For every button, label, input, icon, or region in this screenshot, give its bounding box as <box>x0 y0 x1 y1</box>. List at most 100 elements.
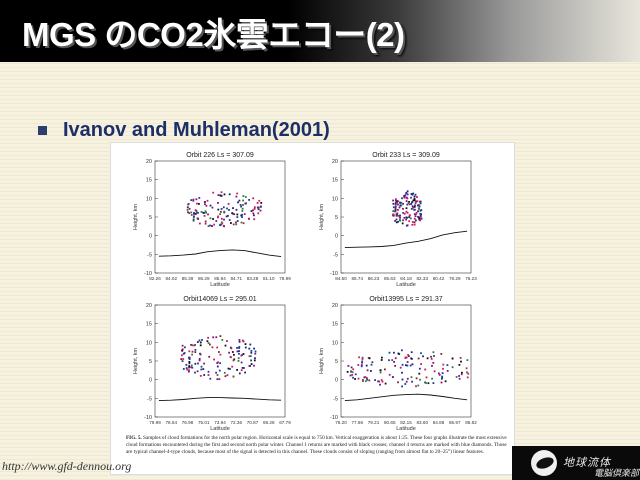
cloud-point <box>200 211 203 213</box>
cloud-point <box>397 381 399 384</box>
cloud-point <box>402 219 404 222</box>
cloud-point <box>180 358 183 360</box>
cloud-point <box>441 372 444 374</box>
cloud-point <box>405 210 408 213</box>
cloud-point <box>186 206 189 209</box>
x-tick-label: 82.26 <box>149 276 161 281</box>
y-tick-label: -10 <box>330 271 338 277</box>
cloud-point <box>392 214 395 217</box>
cloud-point <box>368 379 371 382</box>
cloud-point <box>203 374 206 376</box>
cloud-point <box>417 207 420 210</box>
cloud-point <box>384 382 387 385</box>
cloud-point <box>188 365 191 367</box>
cloud-point <box>394 220 396 222</box>
cloud-point <box>366 378 369 381</box>
cloud-point <box>230 347 233 350</box>
cloud-point <box>188 358 191 360</box>
cloud-point <box>182 368 185 370</box>
cloud-point <box>397 220 399 223</box>
cloud-point <box>188 369 190 372</box>
y-tick-label: 20 <box>146 159 152 165</box>
cloud-point <box>248 199 250 201</box>
cloud-point <box>444 380 447 383</box>
y-tick-label: -5 <box>333 396 338 402</box>
cloud-point <box>241 210 244 212</box>
cloud-point <box>250 210 253 212</box>
cloud-point <box>244 343 247 345</box>
x-tick-label: 76.20 <box>335 420 347 425</box>
cloud-point <box>406 361 409 363</box>
x-axis-label: Latitude <box>396 282 416 288</box>
cloud-point <box>388 359 390 362</box>
cloud-point <box>405 380 408 383</box>
cloud-point <box>418 372 421 375</box>
cloud-point <box>424 368 427 371</box>
cloud-point <box>192 198 195 201</box>
x-tick-label: 80.42 <box>433 276 445 281</box>
cloud-point <box>405 356 408 359</box>
cloud-point <box>220 210 222 213</box>
cloud-point <box>357 377 360 380</box>
cloud-point <box>218 351 220 353</box>
cloud-point <box>403 217 406 219</box>
cloud-point <box>231 351 234 353</box>
cloud-point <box>394 365 396 367</box>
cloud-point <box>413 213 416 216</box>
y-tick-label: -10 <box>144 415 152 421</box>
cloud-point <box>392 213 395 216</box>
cloud-point <box>194 362 197 365</box>
cloud-point <box>401 371 403 374</box>
cloud-point <box>414 215 417 218</box>
cloud-point <box>440 353 443 355</box>
cloud-point <box>413 223 416 226</box>
cloud-point <box>411 363 414 366</box>
cloud-point <box>257 206 260 209</box>
cloud-point <box>392 206 395 209</box>
x-tick-label: 78.99 <box>279 276 291 281</box>
x-tick-label: 84.71 <box>231 276 243 281</box>
cloud-point <box>221 339 224 341</box>
cloud-point <box>236 213 239 216</box>
cloud-point <box>207 336 209 339</box>
cloud-point <box>401 378 404 381</box>
x-tick-label: 86.23 <box>368 276 380 281</box>
cloud-point <box>416 200 419 202</box>
x-tick-label: 86.97 <box>449 420 461 425</box>
cloud-point <box>392 210 395 212</box>
cloud-point <box>236 347 238 349</box>
cloud-point <box>253 214 255 217</box>
cloud-point <box>405 218 407 221</box>
cloud-point <box>367 357 370 359</box>
cloud-point <box>414 213 417 216</box>
plot-title: Orbit13995 Ls = 291.37 <box>369 296 442 303</box>
cloud-point <box>194 344 196 346</box>
cloud-point <box>361 358 364 360</box>
cloud-point <box>228 219 231 221</box>
cloud-point <box>241 213 244 216</box>
cloud-point <box>196 202 198 205</box>
cloud-point <box>226 207 228 210</box>
x-tick-label: 86.82 <box>465 420 477 425</box>
cloud-point <box>220 221 223 224</box>
x-tick-label: 83.28 <box>247 276 259 281</box>
cloud-point <box>203 201 206 203</box>
cloud-point <box>230 222 232 224</box>
cloud-point <box>216 374 219 376</box>
cloud-point <box>235 223 238 226</box>
cloud-point <box>393 351 395 354</box>
cloud-point <box>412 199 415 202</box>
cloud-point <box>199 344 202 347</box>
cloud-point <box>190 364 193 367</box>
cloud-point <box>406 377 409 380</box>
cloud-point <box>413 217 416 220</box>
cloud-point <box>241 367 244 369</box>
cloud-point <box>244 196 247 198</box>
cloud-point <box>236 220 239 222</box>
cloud-point <box>394 205 397 208</box>
cloud-point <box>413 206 416 208</box>
cloud-point <box>351 374 354 376</box>
cloud-point <box>395 198 397 201</box>
cloud-point <box>420 352 422 355</box>
cloud-point <box>233 353 235 356</box>
